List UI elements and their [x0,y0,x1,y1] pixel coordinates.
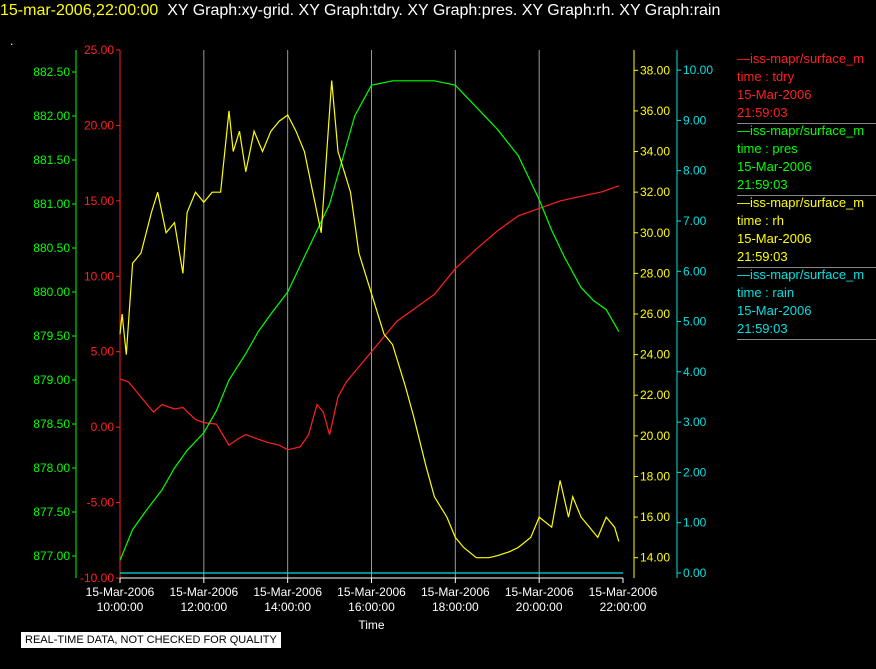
series-tdry [119,185,620,451]
pres-tick-label: 881.50 [33,153,70,167]
rh-tick-label: 38.00 [640,63,670,77]
rain-tick-label: 10.00 [683,63,713,77]
legend-separator [737,123,876,124]
legend-date: 15-Mar-2006 [737,87,812,102]
x-tick-label: 20:00:00 [516,600,563,614]
rain-tick-label: 1.00 [683,516,707,530]
rh-tick-label: 34.00 [640,145,670,159]
rh-tick-label: 30.00 [640,226,670,240]
legend-line: —iss-mapr/surface_m [737,123,865,138]
rh-tick-label: 18.00 [640,469,670,483]
rh-tick-label: 16.00 [640,510,670,524]
x-tick-label: 15-Mar-2006 [337,585,406,599]
tdry-tick-label: 20.00 [84,118,114,132]
tdry-tick-label: -5.00 [87,496,115,510]
rh-tick-label: 20.00 [640,429,670,443]
legend-var: time : rain [737,285,795,300]
legend-separator [737,195,876,196]
pres-tick-label: 878.50 [33,417,70,431]
rain-tick-label: 8.00 [683,164,707,178]
tdry-tick-label: -10.00 [80,571,114,585]
quality-notice: REAL-TIME DATA, NOT CHECKED FOR QUALITY [20,631,282,649]
rain-tick-label: 7.00 [683,214,707,228]
x-tick-label: 16:00:00 [348,600,395,614]
tdry-tick-label: 25.00 [84,43,114,57]
pres-tick-label: 882.50 [33,65,70,79]
legend-time: 21:59:03 [737,321,788,336]
pres-tick-label: 879.00 [33,373,70,387]
rh-tick-label: 22.00 [640,388,670,402]
rain-tick-label: 5.00 [683,315,707,329]
pres-tick-label: 878.00 [33,461,70,475]
x-tick-label: 18:00:00 [432,600,479,614]
x-tick-label: 15-Mar-2006 [421,585,490,599]
rh-tick-label: 26.00 [640,307,670,321]
x-tick-label: 12:00:00 [180,600,227,614]
title-graph-names: XY Graph:xy-grid. XY Graph:tdry. XY Grap… [167,2,721,19]
rain-tick-label: 9.00 [683,113,707,127]
tdry-tick-label: 5.00 [91,345,115,359]
chart-title: 15-mar-2006,22:00:00 XY Graph:xy-grid. X… [0,2,720,20]
legend-line: —iss-mapr/surface_m [737,195,865,210]
legend-separator [737,267,876,268]
x-tick-label: 15-Mar-2006 [169,585,238,599]
rain-tick-label: 0.00 [683,566,707,580]
legend-var: time : tdry [737,69,795,84]
pres-tick-label: 877.00 [33,549,70,563]
legend-date: 15-Mar-2006 [737,303,812,318]
legend-var: time : pres [737,141,798,156]
series-pres [119,80,620,561]
x-tick-label: 22:00:00 [600,600,647,614]
legend-date: 15-Mar-2006 [737,231,812,246]
x-axis-label: Time [358,618,385,632]
legend-time: 21:59:03 [737,105,788,120]
legend-var: time : rh [737,213,784,228]
rh-tick-label: 14.00 [640,551,670,565]
tdry-tick-label: 0.00 [91,420,115,434]
x-tick-label: 15-Mar-2006 [86,585,155,599]
legend-line: —iss-mapr/surface_m [737,267,865,282]
legend-date: 15-Mar-2006 [737,159,812,174]
rh-tick-label: 24.00 [640,348,670,362]
legend-line: —iss-mapr/surface_m [737,51,865,66]
title-timestamp: 15-mar-2006,22:00:00 [0,2,159,19]
legend-separator [737,339,876,340]
x-tick-label: 15-Mar-2006 [253,585,322,599]
rain-tick-label: 3.00 [683,415,707,429]
tdry-tick-label: 10.00 [84,269,114,283]
legend-time: 21:59:03 [737,249,788,264]
rh-tick-label: 32.00 [640,185,670,199]
x-tick-label: 15-Mar-2006 [589,585,658,599]
rain-tick-label: 6.00 [683,264,707,278]
x-tick-label: 14:00:00 [264,600,311,614]
series-rh [119,80,620,559]
pres-tick-label: 881.00 [33,197,70,211]
pres-tick-label: 879.50 [33,329,70,343]
rh-tick-label: 28.00 [640,266,670,280]
pres-tick-label: 877.50 [33,505,70,519]
legend-time: 21:59:03 [737,177,788,192]
title-dot: . [10,34,14,48]
pres-tick-label: 880.00 [33,285,70,299]
pres-tick-label: 880.50 [33,241,70,255]
tdry-tick-label: 15.00 [84,194,114,208]
rain-tick-label: 4.00 [683,365,707,379]
rain-tick-label: 2.00 [683,465,707,479]
pres-tick-label: 882.00 [33,109,70,123]
x-tick-label: 15-Mar-2006 [505,585,574,599]
x-tick-label: 10:00:00 [97,600,144,614]
rh-tick-label: 36.00 [640,104,670,118]
